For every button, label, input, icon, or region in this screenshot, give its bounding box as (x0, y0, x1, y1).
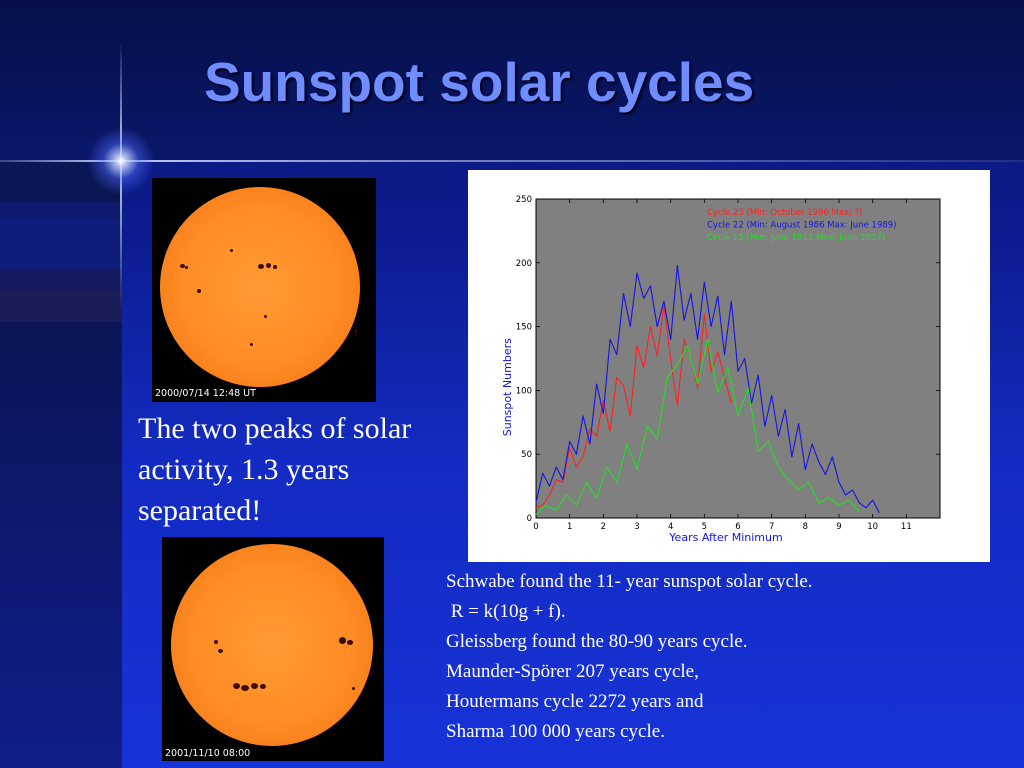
y-tick-label: 100 (516, 386, 532, 396)
sun-disk (160, 187, 360, 387)
sun-disk (171, 544, 373, 746)
sunspot (260, 684, 266, 689)
cycle-notes: Schwabe found the 11- year sunspot solar… (446, 567, 813, 747)
x-tick-label: 0 (533, 522, 538, 532)
x-tick-label: 5 (702, 522, 707, 532)
sunspot (264, 315, 267, 318)
x-tick-label: 10 (867, 522, 878, 532)
sunspot (354, 330, 357, 333)
series-line (535, 338, 860, 515)
series-line (535, 305, 732, 509)
sunspot (185, 266, 188, 269)
legend-entry: Cycle 23 (Min: October 1996 Max: ?) (707, 208, 862, 218)
note-line: Schwabe found the 11- year sunspot solar… (446, 571, 813, 592)
sunspot (250, 343, 253, 346)
plot-area (535, 198, 941, 519)
star-flare-icon (88, 128, 154, 194)
sunspot (273, 265, 277, 269)
title-band (0, 0, 1024, 162)
horizontal-flare-line (0, 160, 1024, 162)
x-tick-label: 4 (668, 522, 673, 532)
image-top-caption: 2000/07/14 12:48 UT (155, 388, 256, 399)
x-tick-label: 8 (803, 522, 808, 532)
x-tick-label: 2 (601, 522, 606, 532)
sunspot (214, 640, 218, 644)
x-tick-label: 9 (836, 522, 841, 532)
note-line: Houtermans cycle 2272 years and (446, 691, 704, 712)
slide-title: Sunspot solar cycles (204, 51, 755, 113)
x-tick-label: 7 (769, 522, 774, 532)
sunspot (347, 640, 353, 645)
sunspot (241, 685, 249, 691)
sunspot-chart-panel: 0 50 100 150 200 250 0 1 2 3 4 5 6 7 8 9 10 11 Cycle 23 (M… (468, 170, 990, 562)
y-tick-label: 200 (516, 259, 532, 269)
sunspot-chart: 0 50 100 150 200 250 0 1 2 3 4 5 6 7 8 9 10 11 Cycle 23 (M… (501, 195, 941, 544)
y-tick-label: 250 (516, 195, 532, 205)
sunspot (251, 683, 258, 689)
sunspot (180, 264, 185, 268)
series-line (535, 264, 880, 514)
note-line: R = k(10g + f). (446, 601, 566, 622)
y-tick-label: 150 (516, 323, 532, 333)
y-tick-label: 0 (527, 514, 532, 524)
y-axis-label: Sunspot Numbers (501, 338, 514, 436)
sunspot (233, 683, 240, 689)
x-tick-label: 11 (901, 522, 912, 532)
y-tick-label: 50 (521, 450, 532, 460)
x-axis-label: Years After Minimum (668, 531, 782, 544)
peaks-statement: The two peaks of solar activity, 1.3 yea… (138, 412, 412, 527)
sun-image-bottom: 2001/11/10 08:00 (162, 537, 384, 761)
note-line: Gleissberg found the 80-90 years cycle. (446, 631, 748, 652)
image-bottom-caption: 2001/11/10 08:00 (165, 748, 251, 759)
sunspot (339, 637, 346, 644)
sunspot (352, 687, 355, 690)
sunspot (258, 264, 264, 269)
sunspot (197, 289, 201, 293)
note-line: Maunder-Spörer 207 years cycle, (446, 661, 699, 682)
x-tick-label: 6 (735, 522, 740, 532)
legend-entry: Cycle 22 (Min: August 1986 Max: June 198… (707, 221, 897, 231)
sun-image-top: 2000/07/14 12:48 UT (152, 178, 376, 402)
x-tick-label: 3 (634, 522, 639, 532)
legend-entry: Cycle 15 (Min: June 1913 Max: June 1917) (707, 233, 885, 243)
note-line: Sharma 100 000 years cycle. (446, 721, 665, 742)
x-tick-label: 1 (567, 522, 572, 532)
sunspot (266, 263, 271, 268)
sunspot (230, 249, 233, 252)
sunspot (218, 649, 223, 653)
